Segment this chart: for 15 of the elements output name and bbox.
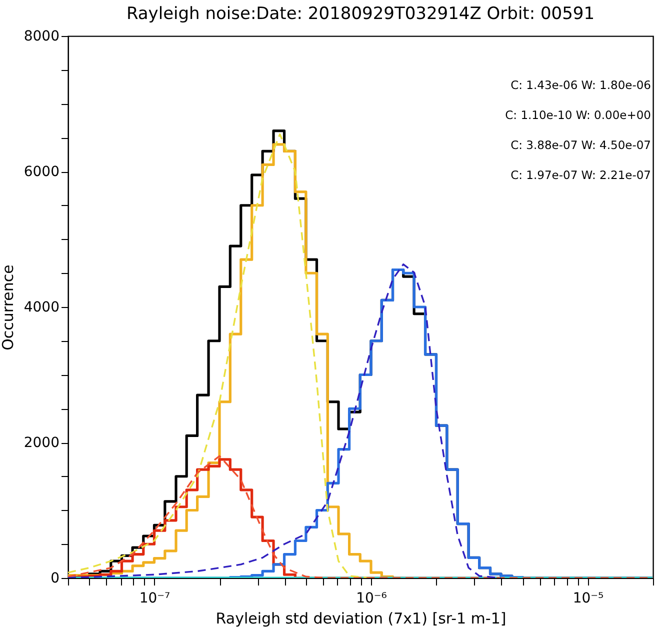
- y-tick-label: 6000: [24, 164, 60, 180]
- y-tick-label: 0: [50, 570, 60, 586]
- x-axis-title: Rayleigh std deviation (7x1) [sr-1 m-1]: [216, 610, 506, 628]
- x-tick-label: 10⁻⁵: [572, 590, 604, 606]
- annotation: C: 3.88e-07 W: 4.50e-07: [510, 138, 651, 152]
- y-axis-title: Occurrence: [0, 264, 17, 350]
- x-tick-label: 10⁻⁷: [139, 590, 170, 606]
- chart-title: Rayleigh noise:Date: 20180929T032914Z Orbit: 00591: [126, 4, 595, 24]
- annotation: C: 1.43e-06 W: 1.80e-06: [510, 78, 651, 92]
- y-tick-label: 4000: [24, 300, 60, 316]
- x-tick-label: 10⁻⁶: [356, 590, 388, 606]
- annotation: C: 1.10e-10 W: 0.00e+00: [505, 108, 651, 122]
- y-tick-label: 2000: [24, 435, 60, 451]
- y-tick-label: 8000: [24, 28, 60, 44]
- annotation: C: 1.97e-07 W: 2.21e-07: [510, 168, 651, 182]
